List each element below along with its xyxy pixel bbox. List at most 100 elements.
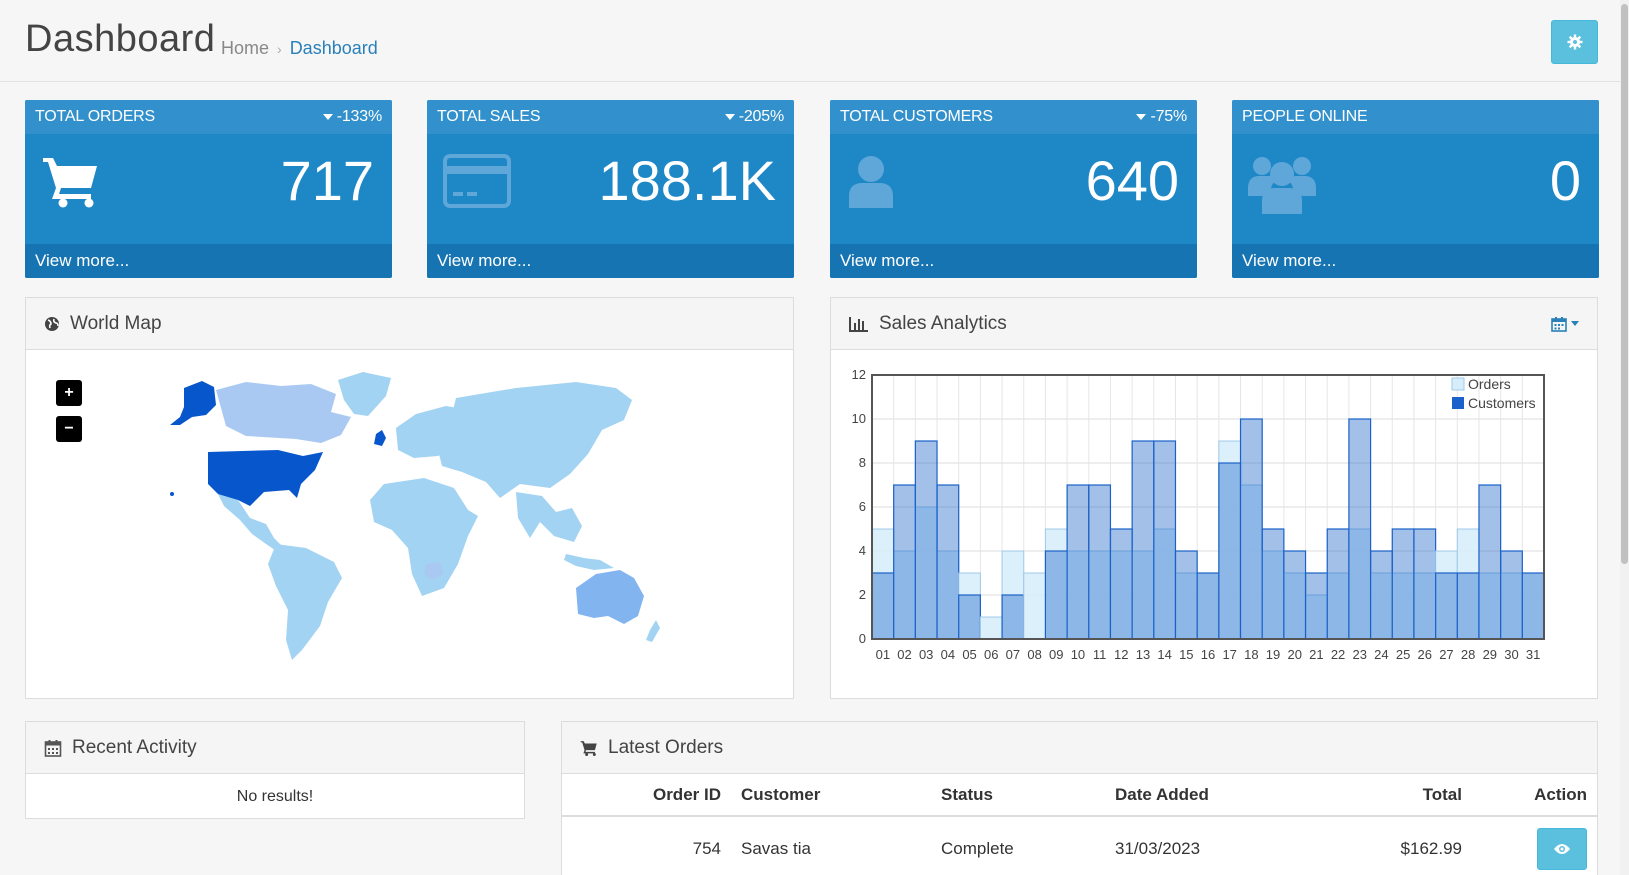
x-tick-label: 15 [1179,647,1193,662]
bar-customers [1044,550,1068,640]
breadcrumb: Home › Dashboard [221,38,378,59]
view-more-link[interactable]: View more... [427,244,794,278]
tile-value: 188.1K [598,149,777,212]
x-tick-label: 26 [1418,647,1432,662]
tile-total-sales: TOTAL SALES -205% 188.1K View more... [427,100,794,278]
order-status: Complete [941,838,1014,858]
y-tick-label: 10 [852,411,866,426]
map-region-africa [370,478,478,596]
map-controls: + − [56,380,82,452]
x-tick-label: 19 [1266,647,1280,662]
world-map[interactable] [126,368,706,668]
map-region-indonesia [564,554,614,570]
tile-value: 640 [1085,149,1179,212]
table-row: 754 Savas tia Complete 31/03/2023 $162.9… [562,816,1597,875]
y-tick-label: 4 [859,543,866,558]
map-region-mexico [218,494,284,552]
x-tick-label: 23 [1353,647,1367,662]
y-tick-label: 12 [852,367,866,382]
date-range-dropdown[interactable] [1551,316,1579,332]
bar-customers [1456,572,1480,640]
tile-title: TOTAL CUSTOMERS [840,108,993,125]
legend-label-customers: Customers [1468,395,1536,411]
view-more-link[interactable]: View more... [1232,244,1599,278]
x-tick-label: 18 [1244,647,1258,662]
bar-customers [1413,528,1437,640]
panel-title: Sales Analytics [879,312,1007,334]
map-region-canada [216,382,351,443]
world-map-panel: World Map + − [25,297,794,699]
calendar-icon [44,739,62,757]
bar-customers [1435,572,1458,640]
column-header-order-id[interactable]: Order ID [562,774,731,817]
breadcrumb-dashboard[interactable]: Dashboard [289,38,378,58]
page-scrollbar[interactable] [1620,0,1629,875]
x-tick-label: 29 [1483,647,1497,662]
panel-header: Recent Activity [26,722,524,774]
y-tick-label: 8 [859,455,866,470]
tile-change-value: -133% [336,108,382,125]
view-more-link[interactable]: View more... [25,244,392,278]
x-tick-label: 07 [1006,647,1020,662]
tile-header: TOTAL ORDERS -133% [25,100,392,134]
calendar-icon [1551,316,1567,332]
column-header-status[interactable]: Status [931,774,1105,817]
bar-customers [1109,528,1133,640]
view-order-button[interactable] [1537,827,1587,870]
no-results-message: No results! [236,788,314,805]
map-zoom-in-button[interactable]: + [56,380,82,406]
shopping-cart-icon [580,740,598,756]
map-region-usa [208,450,323,506]
tile-change-value: -205% [738,108,784,125]
x-tick-label: 30 [1504,647,1518,662]
map-region-greenland [338,372,391,416]
view-more-link[interactable]: View more... [830,244,1197,278]
settings-button[interactable] [1551,20,1598,64]
bar-customers [1283,550,1307,640]
x-tick-label: 17 [1222,647,1236,662]
x-tick-label: 24 [1374,647,1388,662]
bar-customers [958,594,981,640]
column-header-date-added[interactable]: Date Added [1105,774,1305,817]
tile-header: PEOPLE ONLINE [1232,100,1599,134]
bar-customers [1088,484,1112,640]
scrollbar-thumb[interactable] [1621,4,1628,564]
x-tick-label: 22 [1331,647,1345,662]
recent-activity-panel: Recent Activity No results! [25,721,525,819]
x-tick-label: 03 [919,647,933,662]
breadcrumb-home[interactable]: Home [221,38,270,58]
bar-customers [893,484,916,640]
bar-customers [1326,528,1350,640]
tile-total-customers: TOTAL CUSTOMERS -75% 640 View more... [830,100,1197,278]
sales-analytics-panel: Sales Analytics 0 2 4 6 8 10 12 01 02 03 04 05 06 07 0… [830,297,1598,699]
map-region-uk [374,430,386,446]
y-tick-label: 6 [859,499,866,514]
bar-customers [914,440,938,640]
column-header-customer[interactable]: Customer [731,774,931,817]
x-tick-label: 12 [1114,647,1128,662]
map-zoom-out-button[interactable]: − [56,416,82,442]
page-header: Dashboard Home › Dashboard [0,0,1629,82]
caret-down-icon [322,114,333,120]
tile-value: 0 [1549,149,1581,212]
latest-orders-table: Order ID Customer Status Date Added Tota… [562,774,1597,875]
tile-total-orders: TOTAL ORDERS -133% 717 View more... [25,100,392,278]
breadcrumb-separator-icon: › [277,40,282,57]
map-region-south-asia [516,492,582,542]
x-tick-label: 01 [876,647,890,662]
x-tick-label: 02 [897,647,911,662]
x-tick-label: 16 [1201,647,1215,662]
legend-swatch-customers [1452,397,1464,409]
order-date: 31/03/2023 [1115,838,1201,858]
map-region-angola [424,562,444,580]
column-header-total[interactable]: Total [1305,774,1472,817]
tile-body: 717 [25,134,392,244]
tile-title: TOTAL ORDERS [35,108,155,125]
bar-customers [1500,550,1523,640]
bar-customers [1304,572,1328,640]
bar-customers [1261,528,1285,640]
map-region-south-america [268,544,342,660]
order-action-cell [1472,816,1597,875]
tile-title: TOTAL SALES [437,108,541,125]
